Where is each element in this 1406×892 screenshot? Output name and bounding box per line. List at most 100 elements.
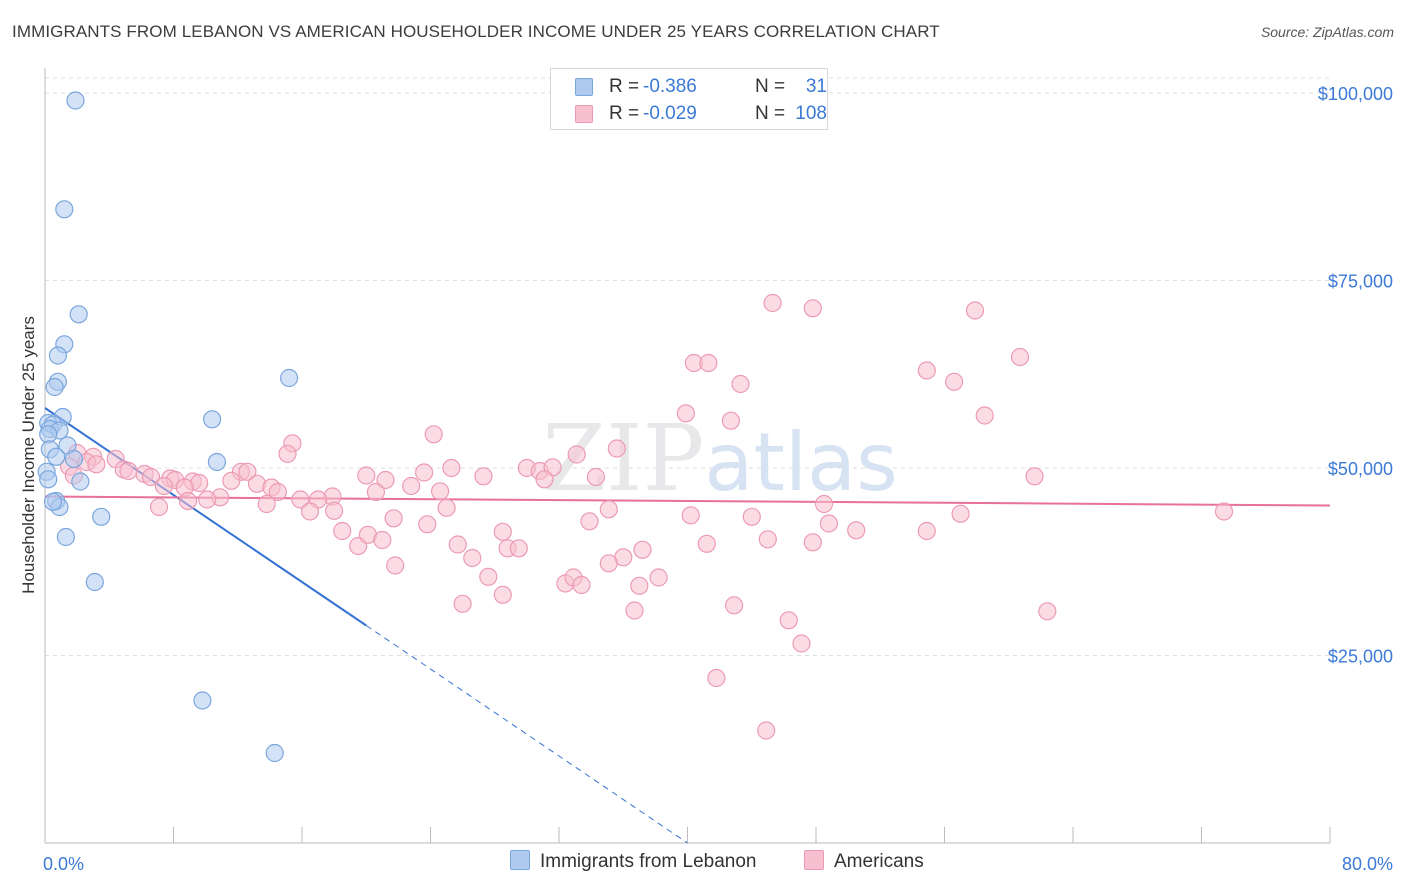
lebanon-point [55,200,74,219]
americans-point [803,299,822,318]
tick-labels: $25,000 $50,000 $75,000 $100,000 0.0% 80.0% [43,84,1393,874]
lebanon-point [207,452,226,472]
americans-point [586,467,606,487]
y-axis-title: Householder Income Under 25 years [19,316,38,594]
americans-point [291,490,310,509]
legend-item-lebanon[interactable]: Immigrants from Lebanon [510,850,757,873]
americans-point [300,502,320,521]
americans-point [415,463,434,482]
lebanon-point [71,472,90,491]
americans-point [819,514,839,533]
americans-point [1025,467,1044,486]
y-tick-label: $75,000 [1328,272,1393,292]
americans-point [386,556,405,575]
americans-point [681,506,700,525]
americans-point [742,507,761,526]
americans-point [222,471,241,490]
n-value: 108 [795,103,827,124]
y-tick-label: $100,000 [1318,84,1393,104]
americans-point [376,470,395,490]
lebanon-point [203,410,222,429]
americans-point [384,509,403,528]
lebanon-point [47,447,66,466]
r-value: -0.386 [643,76,697,97]
x-tick-label: 80.0% [1342,854,1393,874]
lebanon-trend-extension [365,625,688,844]
americans-point [238,462,257,481]
americans-point [535,470,554,489]
lebanon-point [39,470,58,489]
lebanon-point [48,346,68,365]
americans-point [402,476,421,496]
americans-point [599,500,618,519]
lebanon-point [45,377,64,397]
americans-point [721,411,741,430]
americans-point [758,530,777,549]
americans-point [178,491,198,511]
americans-point [198,490,217,509]
lebanon-point [56,527,76,547]
americans-point [1214,502,1234,521]
legend-label: Immigrants from Lebanon [540,851,757,872]
r-label: R = [609,103,640,124]
lebanon-point [85,572,104,592]
americans-point [951,504,970,523]
americans-point [479,567,498,586]
americans-point [424,425,443,444]
americans-point [268,482,287,502]
americans-point [917,361,936,380]
americans-point [463,548,482,568]
lebanon-point [64,449,84,469]
lebanon-point [69,305,88,324]
americans-point [625,601,644,620]
americans-point [792,634,811,653]
lebanon-point [39,425,58,444]
americans-point [649,568,668,587]
source-label: Source: ZipAtlas.com [1260,24,1394,40]
americans-point [257,494,276,514]
americans-point [975,406,994,425]
lebanon-trend-line [44,407,367,627]
data-points [37,91,1234,763]
americans-point [944,372,964,391]
americans-point [119,461,138,481]
pink-swatch [804,850,824,870]
americans-point [474,467,493,486]
americans-point [707,668,726,688]
americans-point [814,494,834,514]
americans-point [757,721,776,740]
watermark-text: ZIPatlas [542,405,898,512]
legend-item-americans[interactable]: Americans [804,850,924,873]
americans-point [599,554,618,573]
americans-point [141,467,161,487]
americans-point [278,444,297,463]
r-value: -0.029 [643,103,697,124]
n-value: 31 [805,76,827,97]
r-label: R = [609,76,640,97]
americans-point [607,439,626,458]
n-label: N = [755,76,786,97]
blue-swatch [575,78,593,96]
americans-point [509,539,528,558]
americans-point [965,301,985,320]
n-label: N = [755,103,786,124]
chart-title: IMMIGRANTS FROM LEBANON VS AMERICAN HOUS… [12,22,940,41]
americans-point [448,535,467,554]
americans-point [580,512,599,531]
americans-point [803,533,822,552]
americans-point [333,521,352,541]
americans-point [453,594,472,613]
americans-point [442,458,461,478]
americans-point [418,515,437,534]
americans-point [917,521,936,541]
americans-point [431,482,450,501]
americans-point [437,498,456,517]
americans-point [763,293,782,313]
americans-point [325,501,344,520]
pink-swatch [575,105,593,123]
americans-point [1038,602,1057,621]
americans-point [357,466,376,485]
lebanon-point [66,91,85,110]
legend-label: Americans [834,851,924,872]
